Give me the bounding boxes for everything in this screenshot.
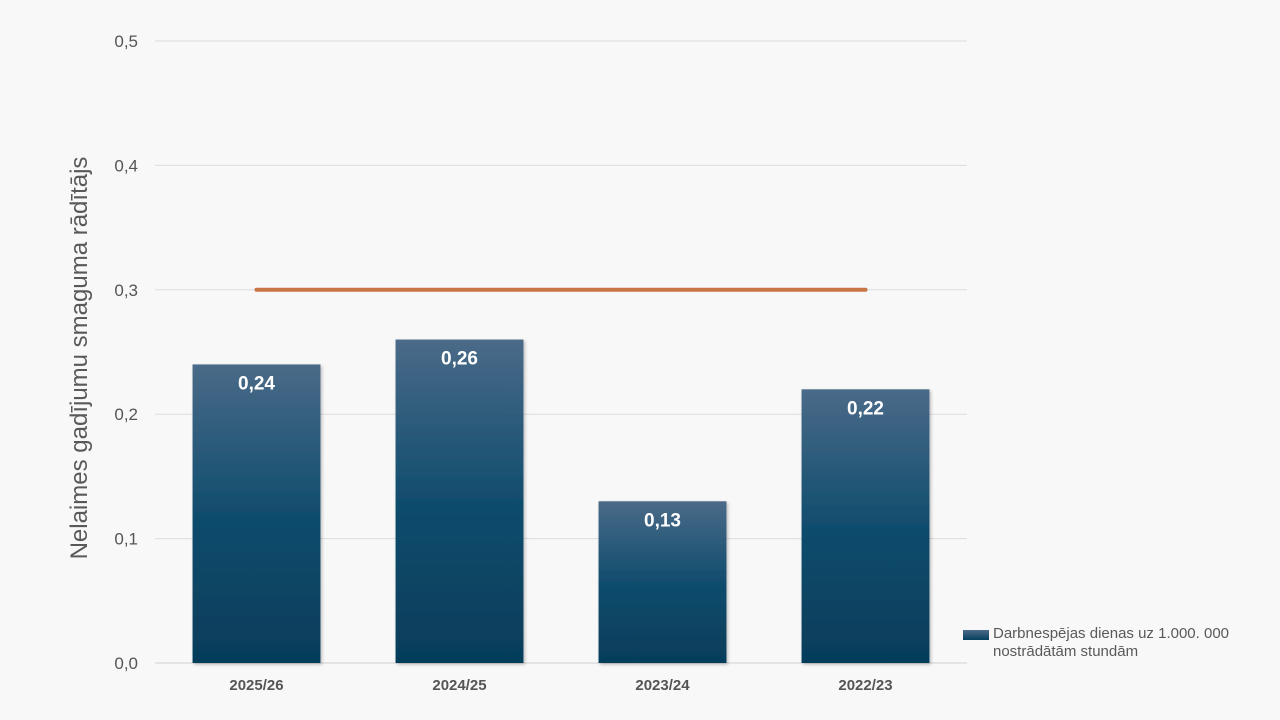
y-tick-label: 0,3 — [114, 281, 138, 300]
legend: Darbnespējas dienas uz 1.000. 000 nostrā… — [963, 625, 1273, 661]
y-tick-label: 0,0 — [114, 654, 138, 673]
legend-label: Darbnespējas dienas uz 1.000. 000 nostrā… — [993, 625, 1230, 660]
bars — [192, 339, 930, 663]
data-labels: 0,24 0,26 0,13 0,22 — [238, 349, 884, 532]
y-tick-label: 0,2 — [114, 405, 138, 424]
x-axis-categories: 2025/26 2024/25 2023/24 2022/23 — [229, 677, 892, 694]
bar — [801, 389, 930, 663]
y-axis-ticks: 0,0 0,1 0,2 0,3 0,4 0,5 — [114, 32, 138, 673]
bar — [598, 501, 727, 663]
x-category-label: 2023/24 — [635, 677, 690, 694]
y-tick-label: 0,4 — [114, 156, 138, 175]
y-axis-title: Nelaimes gadījumu smaguma rādītājs — [66, 157, 93, 560]
data-label: 0,26 — [441, 349, 478, 370]
legend-swatch — [963, 630, 989, 640]
bar — [395, 339, 524, 663]
x-category-label: 2024/25 — [432, 677, 486, 694]
x-category-label: 2022/23 — [838, 677, 892, 694]
data-label: 0,22 — [847, 398, 884, 419]
y-tick-label: 0,5 — [114, 32, 138, 51]
bar — [192, 364, 321, 663]
x-category-label: 2025/26 — [229, 677, 283, 694]
data-label: 0,13 — [644, 510, 681, 531]
y-tick-label: 0,1 — [114, 530, 138, 549]
data-label: 0,24 — [238, 373, 275, 394]
